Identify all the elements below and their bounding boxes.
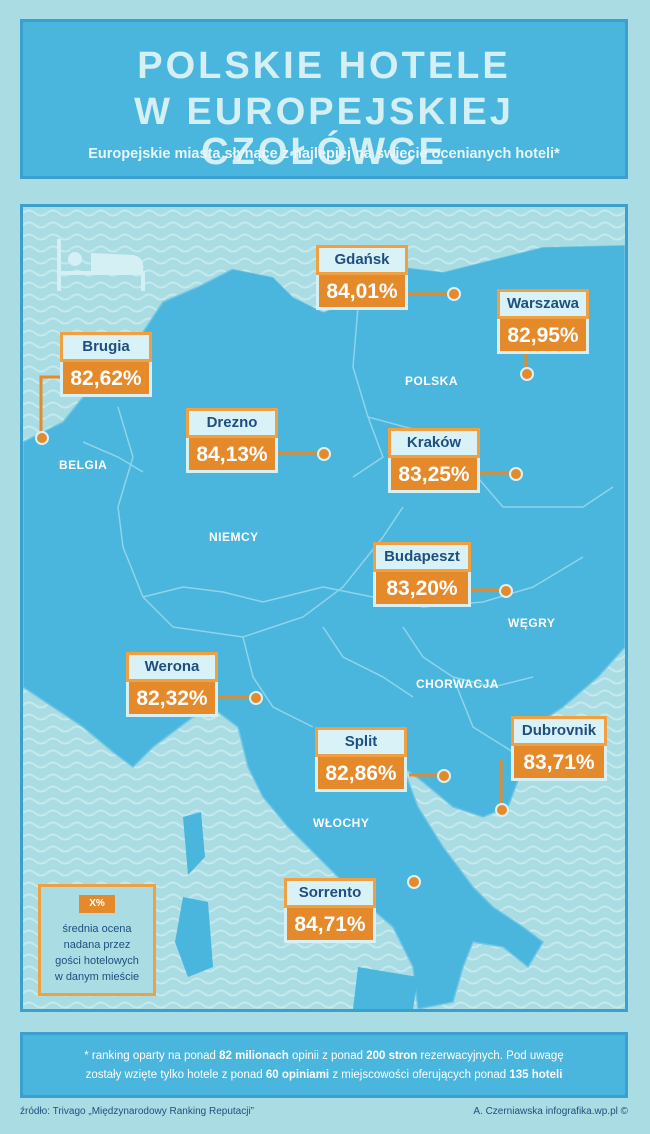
footnote-text-part: zostały wzięte tylko hotele z ponad [85, 1069, 266, 1081]
footnote-bold: 200 stron [366, 1050, 418, 1062]
city-name: Budapeszt [373, 542, 471, 572]
subtitle: Europejskie miasta słynące z najlepiej n… [88, 146, 560, 162]
city-label-drezno: Drezno 84,13% [186, 408, 278, 473]
footnote-panel: * ranking oparty na ponad 82 milionach o… [20, 1032, 628, 1098]
city-label-sorrento: Sorrento 84,71% [284, 878, 376, 943]
city-dot-gdansk [447, 287, 461, 301]
sardinia-island [175, 897, 213, 977]
source-credit: źródło: Trivago „Międzynarodowy Ranking … [20, 1106, 254, 1117]
legend-line: w danym mieście [54, 971, 140, 983]
city-score: 82,95% [497, 319, 589, 354]
city-name: Werona [126, 652, 218, 682]
legend-badge: X% [79, 895, 115, 913]
city-label-gdansk: Gdańsk 84,01% [316, 245, 408, 310]
city-dot-sorrento [407, 875, 421, 889]
footnote-text-part: rezerwacyjnych. Pod uwagę [417, 1050, 564, 1062]
footnote-text-part: z miejscowości oferujących ponad [329, 1069, 510, 1081]
legend-line: gości hotelowych [55, 955, 139, 967]
country-label-polska: POLSKA [405, 374, 459, 388]
city-dot-werona [249, 691, 263, 705]
city-score: 84,13% [186, 438, 278, 473]
city-dot-budapeszt [499, 584, 513, 598]
city-name: Dubrovnik [511, 716, 607, 746]
city-score: 82,86% [315, 757, 407, 792]
country-label-wlochy: WŁOCHY [313, 816, 370, 830]
city-score: 82,62% [60, 362, 152, 397]
footnote-bold: 135 hoteli [509, 1069, 563, 1081]
footnote-line-1: * ranking oparty na ponad 82 milionach o… [33, 1047, 615, 1066]
city-score: 82,32% [126, 682, 218, 717]
country-label-chorwacja: CHORWACJA [416, 677, 499, 691]
city-name: Sorrento [284, 878, 376, 908]
country-label-niemcy: NIEMCY [209, 530, 259, 544]
city-name: Brugia [60, 332, 152, 362]
city-dot-krakow [509, 467, 523, 481]
city-label-budapeszt: Budapeszt 83,20% [373, 542, 471, 607]
city-label-krakow: Kraków 83,25% [388, 428, 480, 493]
title-line-1: POLSKIE HOTELE [137, 45, 511, 87]
city-name: Warszawa [497, 289, 589, 319]
city-score: 83,20% [373, 572, 471, 607]
footnote-bold: 82 milionach [219, 1050, 289, 1062]
country-label-wegry: WĘGRY [508, 616, 556, 630]
corsica-island [183, 812, 205, 875]
footnote-bold: 60 opiniami [265, 1069, 330, 1081]
legend-text: średnia ocena nadana przez gości hotelow… [45, 921, 149, 985]
city-label-warszawa: Warszawa 82,95% [497, 289, 589, 354]
header-banner: POLSKIE HOTELE W EUROPEJSKIEJ CZOŁÓWCE E… [20, 19, 628, 179]
city-dot-warszawa [520, 367, 534, 381]
map-panel: POLSKA BELGIA NIEMCY WĘGRY CHORWACJA WŁO… [20, 204, 628, 1012]
city-score: 84,71% [284, 908, 376, 943]
city-name: Gdańsk [316, 245, 408, 275]
title-line-2: W EUROPEJSKIEJ CZOŁÓWCE [134, 91, 514, 173]
city-label-werona: Werona 82,32% [126, 652, 218, 717]
city-name: Split [315, 727, 407, 757]
city-label-dubrovnik: Dubrovnik 83,71% [511, 716, 607, 781]
legend-line: nadana przez [63, 939, 131, 951]
legend-box: X% średnia ocena nadana przez gości hote… [38, 884, 156, 996]
country-label-belgia: BELGIA [59, 458, 108, 472]
city-dot-split [437, 769, 451, 783]
city-dot-brugia [35, 431, 49, 445]
city-name: Kraków [388, 428, 480, 458]
city-score: 83,25% [388, 458, 480, 493]
footnote-line-2: zostały wzięte tylko hotele z ponad 60 o… [33, 1066, 615, 1085]
author-credit: A. Czerniawska infografika.wp.pl © [473, 1106, 628, 1117]
legend-line: średnia ocena [62, 923, 132, 935]
city-label-split: Split 82,86% [315, 727, 407, 792]
footnote-text-part: opinii z ponad [288, 1050, 367, 1062]
city-dot-drezno [317, 447, 331, 461]
city-score: 84,01% [316, 275, 408, 310]
bed-icon [57, 239, 145, 291]
city-label-brugia: Brugia 82,62% [60, 332, 152, 397]
city-score: 83,71% [511, 746, 607, 781]
city-dot-dubrovnik [495, 803, 509, 817]
footnote-text: * ranking oparty na ponad 82 milionach o… [33, 1047, 615, 1085]
city-name: Drezno [186, 408, 278, 438]
sicily-island [353, 967, 418, 1009]
baltic-sea [193, 207, 625, 312]
footnote-text-part: * ranking oparty na ponad [84, 1050, 220, 1062]
